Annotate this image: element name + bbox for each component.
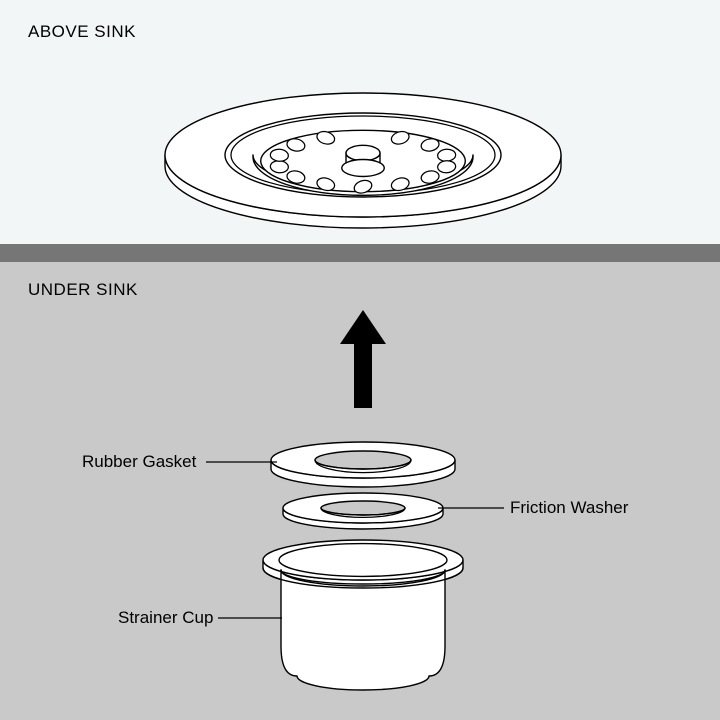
strainer-top bbox=[165, 93, 561, 228]
up-arrow-icon bbox=[340, 310, 386, 408]
rubber-gasket bbox=[271, 442, 455, 487]
diagram-svg bbox=[0, 0, 720, 720]
strainer-cup bbox=[263, 540, 463, 690]
friction-washer bbox=[283, 493, 443, 529]
